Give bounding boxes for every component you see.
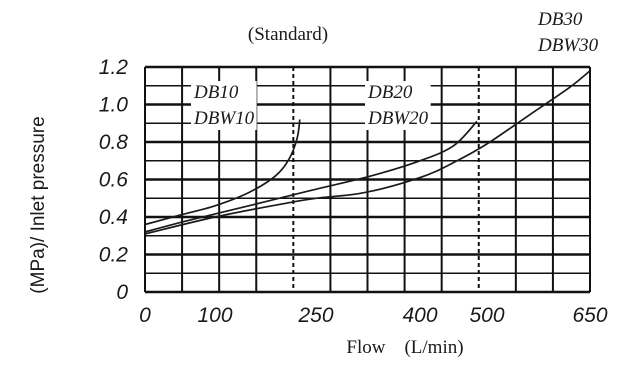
x-tick-label: 100 [197, 304, 232, 327]
chart-curves [144, 70, 591, 235]
label-backdrop [191, 81, 257, 130]
series-label-line: DBW20 [367, 108, 429, 129]
series-label-line: DBW10 [193, 108, 255, 129]
x-tick-label: 650 [572, 304, 607, 327]
x-tick-label: 0 [139, 304, 151, 327]
series-label-line: DB10 [193, 82, 239, 103]
y-tick-label: 0.4 [99, 206, 128, 229]
series-curve-3 [144, 70, 591, 235]
x-tick-labels: 0 100 250 400 500 650 [139, 304, 608, 327]
series-label-line: DBW30 [537, 35, 599, 56]
y-tick-label: 0 [116, 281, 128, 304]
x-tick-label: 250 [297, 304, 333, 327]
series-label-line: DB20 [367, 82, 413, 103]
y-tick-label: 0.6 [99, 169, 129, 192]
x-tick-label: 400 [402, 304, 437, 327]
chart-title: (Standard) [248, 24, 328, 45]
series-label-db10: DB10 DBW10 [191, 81, 257, 130]
series-label-db30: DB30 DBW30 [537, 9, 599, 56]
y-tick-labels: 0 0.2 0.4 0.6 0.8 1.0 1.2 [99, 56, 129, 304]
y-tick-label: 1.2 [99, 56, 129, 79]
series-curve-2 [144, 120, 478, 233]
y-tick-label: 0.8 [99, 131, 129, 154]
label-backdrop [365, 81, 431, 130]
x-tick-label: 500 [469, 304, 504, 327]
x-axis-label: Flow (L/min) [346, 337, 463, 358]
series-label-db20: DB20 DBW20 [365, 81, 431, 130]
series-label-line: DB30 [537, 9, 583, 30]
series-curve-1 [144, 119, 301, 226]
y-axis-label: (MPa)/ Inlet pressure [28, 116, 49, 293]
y-tick-label: 1.0 [99, 94, 129, 117]
y-tick-label: 0.2 [99, 244, 129, 267]
